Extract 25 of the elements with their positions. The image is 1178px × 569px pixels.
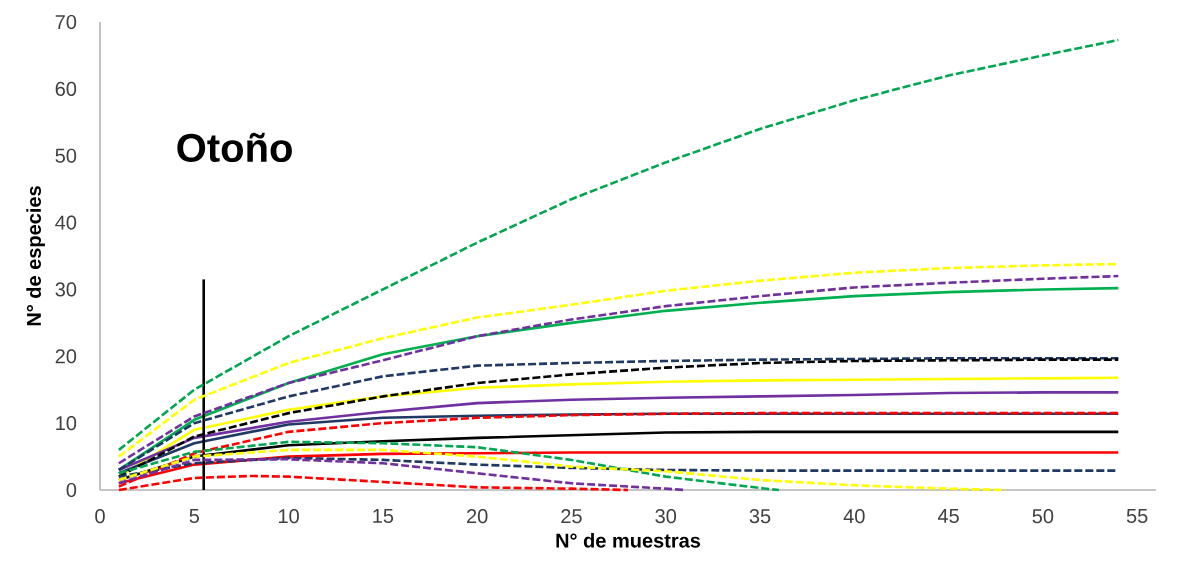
y-tick-label: 0 xyxy=(66,482,77,498)
x-tick-label: 25 xyxy=(561,509,582,524)
x-tick-label: 35 xyxy=(749,509,771,524)
text: Otoño xyxy=(177,132,292,163)
line-series xyxy=(117,391,1120,472)
x-tick-label: 55 xyxy=(1126,509,1148,524)
y-tick-label: 40 xyxy=(55,215,77,230)
y-axis-title: N° de especies xyxy=(26,186,45,326)
line-series xyxy=(117,38,1120,452)
x-tick-label: 45 xyxy=(937,509,959,524)
x-tick-label: 10 xyxy=(278,509,299,524)
x-axis-title: N° de muestras xyxy=(556,532,701,548)
x-tick-label: 30 xyxy=(655,509,677,524)
y-tick-label: 30 xyxy=(55,282,77,297)
y-tick-label: 20 xyxy=(55,349,77,364)
x-tick-label: 0 xyxy=(95,509,105,524)
y-tick-label: 50 xyxy=(55,148,77,163)
y-tick-label: 60 xyxy=(55,81,77,96)
x-tick-label: 50 xyxy=(1032,509,1054,524)
x-tick-label: 5 xyxy=(189,509,200,524)
y-tick-label: 70 xyxy=(55,14,77,30)
y-tick-label: 10 xyxy=(56,416,77,431)
x-tick-label: 40 xyxy=(843,509,865,524)
x-tick-label: 20 xyxy=(467,509,488,524)
x-tick-label: 15 xyxy=(373,509,394,524)
